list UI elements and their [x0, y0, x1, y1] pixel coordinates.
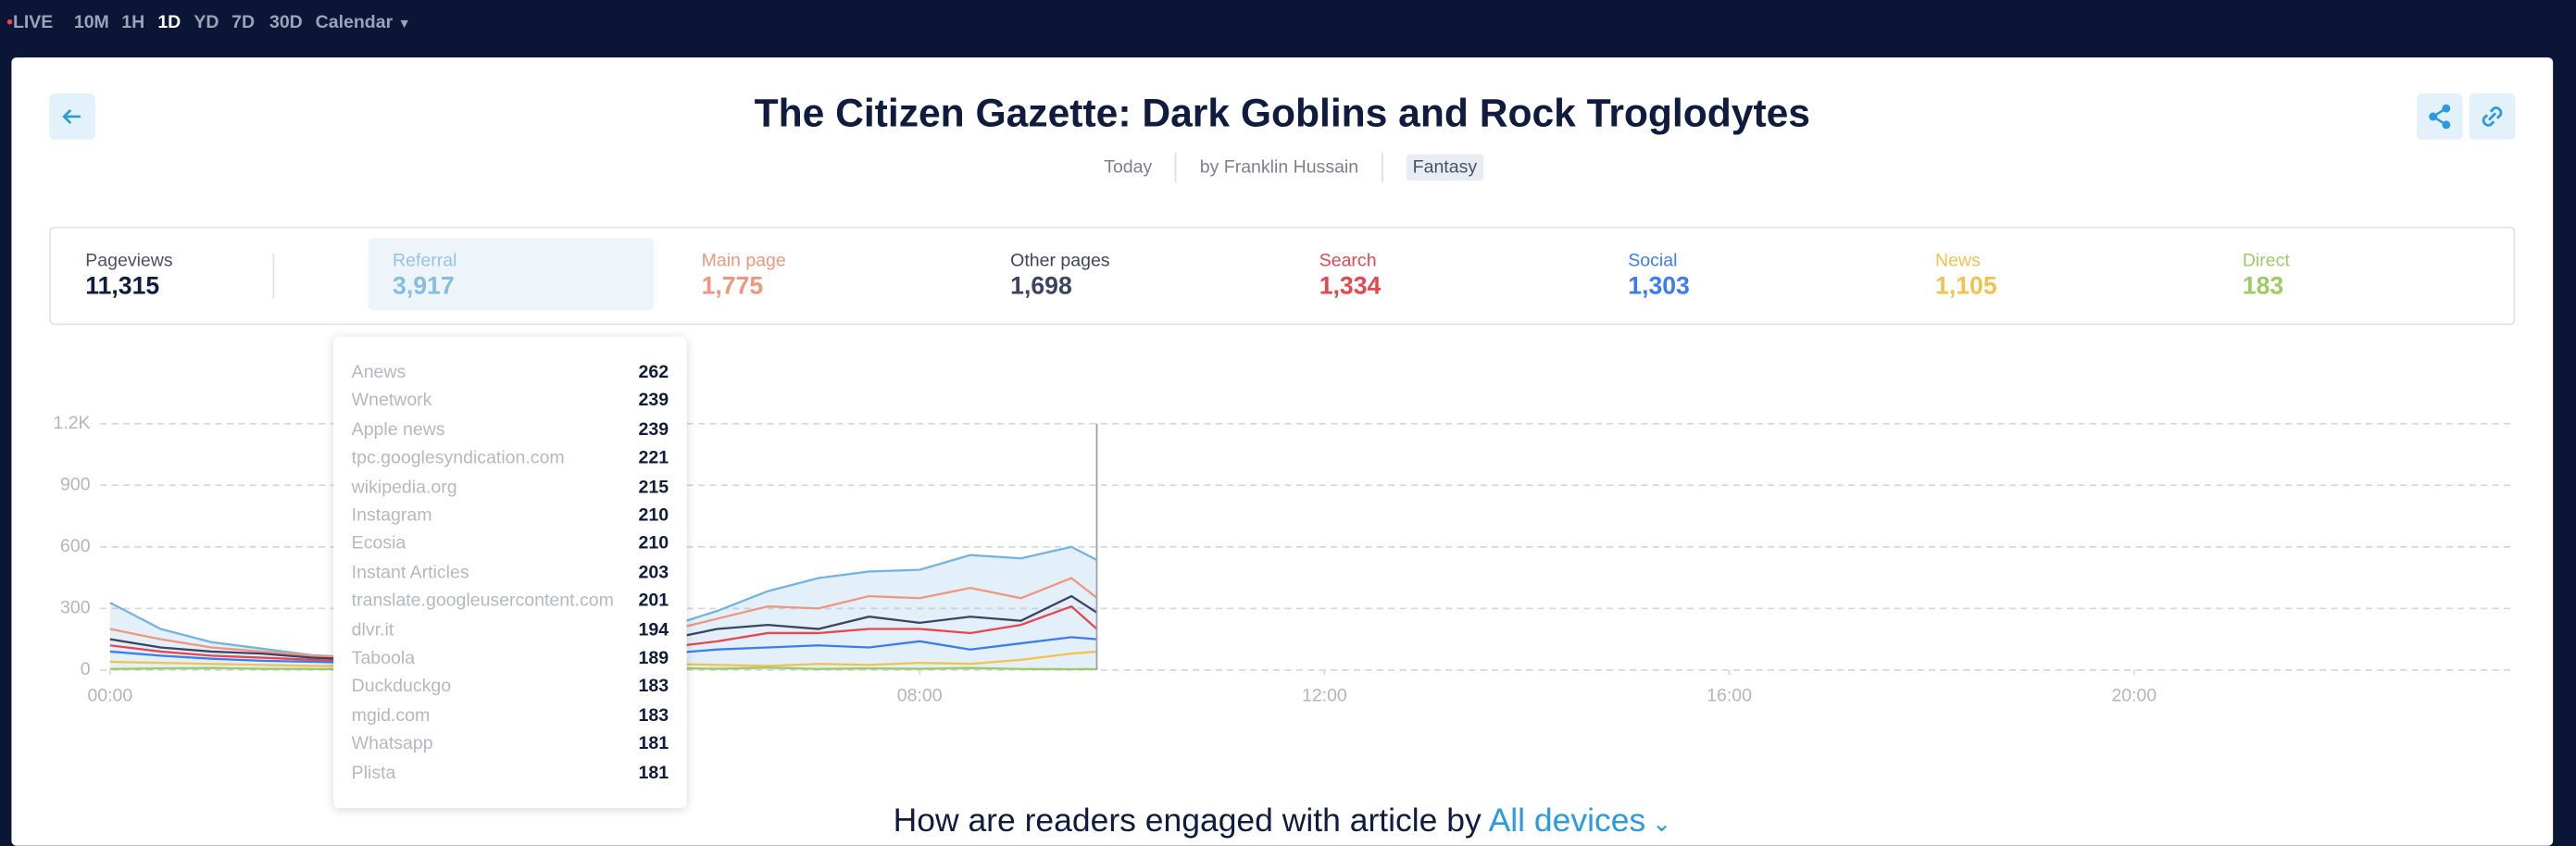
stat-divider: [272, 253, 275, 299]
y-tick-label: 1.2K: [53, 413, 90, 433]
calendar-button[interactable]: Calendar ▼: [315, 13, 411, 33]
tooltip-source: Duckduckgo: [351, 677, 452, 697]
tooltip-count: 221: [638, 448, 669, 468]
stat-total[interactable]: 1,334: [1319, 272, 1382, 301]
live-indicator[interactable]: •LIVE: [6, 13, 54, 33]
back-button[interactable]: [49, 93, 95, 140]
live-label[interactable]: LIVE: [12, 13, 54, 33]
stat-total[interactable]: 3,917: [393, 272, 455, 301]
tooltip-count: 239: [638, 391, 669, 412]
stat-total[interactable]: 183: [2242, 272, 2284, 301]
stat-label[interactable]: Pageviews: [85, 251, 173, 271]
tooltip-count: 203: [638, 563, 669, 583]
tooltip-count: 189: [638, 648, 669, 669]
article-author: by Franklin Hussain: [1199, 157, 1359, 178]
tooltip-count: 210: [638, 534, 669, 554]
tooltip-source: Instant Articles: [351, 563, 469, 583]
tooltip-count: 262: [638, 363, 669, 383]
tooltip-source: Anews: [351, 363, 406, 383]
section-title: How are readers engaged with article by: [893, 802, 1482, 840]
referral-tooltip: Anews 262 Wnetwork 239 Apple news 239 tpc.goog…: [333, 336, 687, 808]
tooltip-count: 239: [638, 419, 669, 441]
share-icon: [2429, 104, 2451, 130]
tooltip-count: 183: [638, 677, 669, 697]
range-button[interactable]: 7D: [231, 13, 256, 33]
stat-label[interactable]: Main page: [701, 251, 786, 271]
stat-label[interactable]: Search: [1319, 251, 1377, 271]
tooltip-source: Apple news: [351, 419, 445, 441]
article-title: The Citizen Gazette: Dark Goblins and Ro…: [754, 92, 1811, 137]
x-tick-label: 16:00: [1707, 685, 1752, 705]
tooltip-count: 181: [638, 763, 669, 783]
screen: •LIVE Calendar ▼ The Citizen Gazette: Da…: [6, 13, 2554, 846]
tooltip-source: translate.googleusercontent.com: [351, 591, 614, 612]
stat-label[interactable]: Referral: [393, 251, 457, 271]
page: •LIVE Calendar ▼ The Citizen Gazette: Da…: [6, 13, 2554, 846]
x-tick-label: 20:00: [2111, 685, 2157, 705]
stat-label[interactable]: Other pages: [1010, 251, 1110, 271]
y-tick-label: 0: [81, 659, 91, 679]
y-tick-label: 900: [60, 474, 91, 494]
separator: [1381, 153, 1383, 182]
share-button[interactable]: [2416, 93, 2463, 140]
link-button[interactable]: [2469, 93, 2516, 140]
tooltip-count: 194: [638, 619, 669, 641]
article-date: Today: [1104, 157, 1153, 178]
tooltip-source: Wnetwork: [351, 391, 432, 412]
stats-bar: Pageviews 11,315 Referral 3,917 Main page 1,7…: [49, 226, 2516, 326]
tooltip-source: Ecosia: [351, 534, 406, 554]
stat-highlight: [368, 238, 655, 311]
separator: [1175, 153, 1177, 182]
tooltip-count: 201: [638, 591, 669, 612]
y-tick-label: 600: [60, 536, 91, 556]
article-card: The Citizen Gazette: Dark Goblins and Ro…: [11, 57, 2554, 846]
section-heading: How are readers engaged with article by …: [893, 802, 1671, 840]
stat-label[interactable]: Social: [1628, 251, 1678, 271]
stat-total[interactable]: 1,775: [701, 272, 764, 301]
link-icon: [2482, 106, 2503, 127]
range-button[interactable]: 1H: [121, 13, 145, 33]
stat-label[interactable]: News: [1935, 251, 1981, 271]
tooltip-count: 181: [638, 734, 669, 754]
calendar-label[interactable]: Calendar: [315, 13, 394, 33]
range-button[interactable]: 1D: [157, 13, 181, 33]
range-button[interactable]: 30D: [269, 13, 303, 33]
tooltip-source: Whatsapp: [351, 734, 433, 754]
x-tick-label: 12:00: [1302, 685, 1347, 705]
article-meta: Today by Franklin Hussain Fantasy: [11, 153, 2553, 182]
tooltip-source: wikipedia.org: [351, 477, 457, 497]
tooltip-source: dlvr.it: [351, 619, 394, 641]
y-tick-label: 300: [60, 598, 91, 618]
x-tick-label: 08:00: [897, 685, 943, 705]
tooltip-source: Plista: [351, 763, 396, 783]
x-tick-label: 00:00: [87, 685, 132, 705]
stat-total[interactable]: 1,698: [1010, 272, 1072, 301]
stat-total[interactable]: 1,303: [1628, 272, 1690, 301]
stat-total[interactable]: 11,315: [85, 272, 160, 301]
tooltip-source: Instagram: [351, 505, 432, 526]
tooltip-count: 210: [638, 505, 669, 526]
range-button[interactable]: 10M: [73, 13, 109, 33]
tooltip-source: mgid.com: [351, 705, 431, 726]
tooltip-count: 215: [638, 477, 669, 497]
stat-total[interactable]: 1,105: [1935, 272, 1997, 301]
tooltip-source: tpc.googlesyndication.com: [351, 448, 565, 468]
back-icon: [62, 108, 81, 125]
range-button[interactable]: YD: [194, 13, 219, 33]
series-area: [109, 546, 1097, 670]
stat-label[interactable]: Direct: [2242, 251, 2290, 271]
tooltip-source: Taboola: [351, 648, 416, 669]
device-selector[interactable]: All devices: [1488, 802, 1646, 840]
article-tag[interactable]: Fantasy: [1406, 154, 1484, 181]
tooltip-count: 183: [638, 705, 669, 726]
